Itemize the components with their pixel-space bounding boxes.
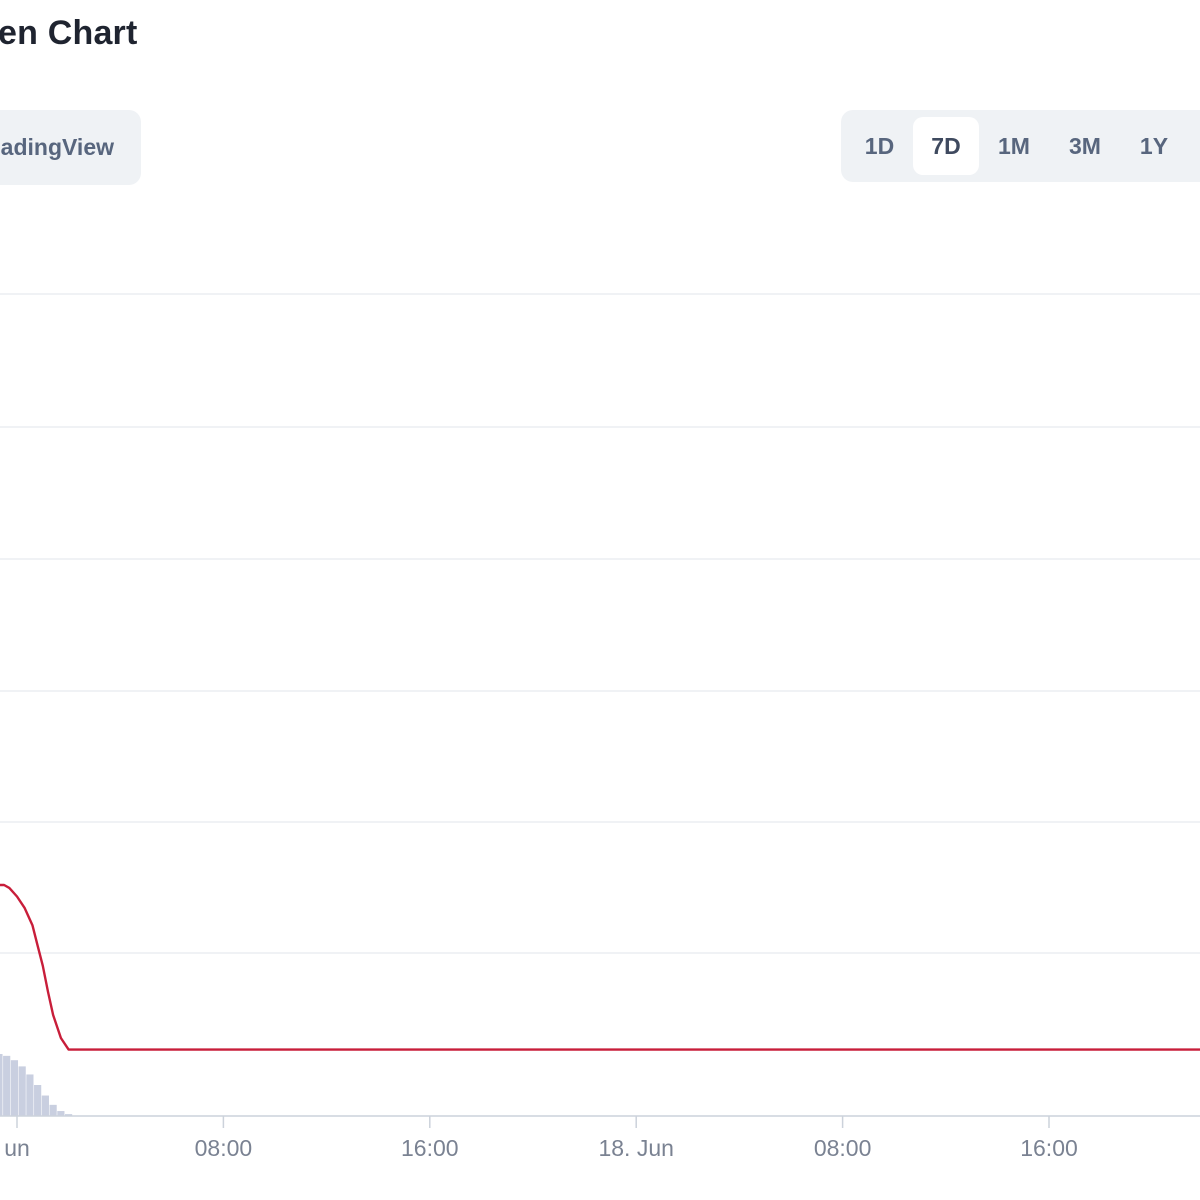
x-tick-label: 18. Jun	[598, 1135, 673, 1161]
volume-bar	[34, 1085, 42, 1116]
page-title: en Chart	[0, 14, 138, 52]
volume-bar	[10, 1060, 19, 1116]
volume-bar	[65, 1114, 73, 1116]
volume-bar	[41, 1095, 49, 1116]
volume-bar	[57, 1111, 65, 1116]
x-tick-label: 08:00	[195, 1135, 253, 1161]
range-button-7d[interactable]: 7D	[913, 117, 979, 175]
volume-bar	[18, 1066, 26, 1116]
tradingview-tab[interactable]: adingView	[0, 110, 141, 185]
volume-bars	[0, 1054, 73, 1116]
gridlines	[0, 293, 1200, 954]
range-button-1m[interactable]: 1M	[998, 132, 1030, 159]
range-button-1y[interactable]: 1Y	[1139, 132, 1169, 159]
volume-bar	[3, 1055, 11, 1116]
x-tick-label: 08:00	[814, 1135, 872, 1161]
price-line	[0, 883, 1200, 1051]
x-tick-label: 16:00	[1020, 1135, 1078, 1161]
x-tick-label: un	[4, 1135, 30, 1161]
volume-bar	[0, 1054, 3, 1116]
x-tick-label: 16:00	[401, 1135, 459, 1161]
time-range-selector: 1D 7D 1M 3M 1Y	[841, 110, 1200, 182]
volume-bar	[49, 1104, 57, 1116]
range-button-3m[interactable]: 3M	[1069, 132, 1101, 159]
range-button-1d[interactable]: 1D	[864, 132, 895, 159]
volume-bar	[26, 1074, 34, 1116]
